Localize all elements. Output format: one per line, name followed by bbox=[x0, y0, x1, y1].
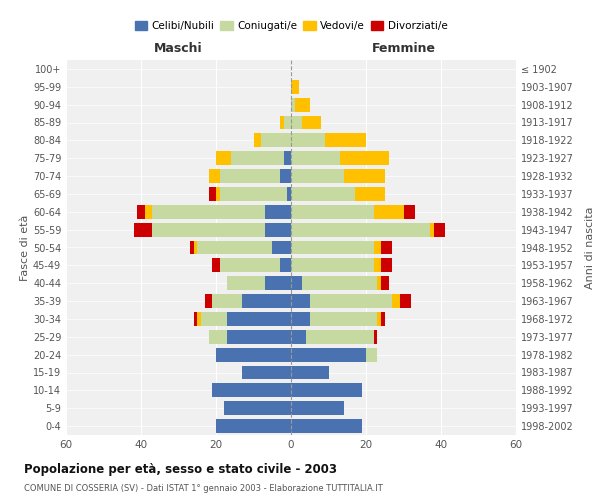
Bar bbox=[212, 258, 220, 272]
Bar bbox=[291, 187, 355, 201]
Bar bbox=[193, 240, 197, 254]
Bar bbox=[291, 258, 373, 272]
Bar bbox=[366, 348, 377, 362]
Bar bbox=[212, 294, 242, 308]
Bar bbox=[227, 312, 291, 326]
Bar bbox=[291, 240, 373, 254]
Bar bbox=[295, 98, 310, 112]
Bar bbox=[272, 240, 291, 254]
Bar bbox=[216, 187, 220, 201]
Bar bbox=[291, 116, 302, 130]
Bar bbox=[291, 80, 299, 94]
Bar bbox=[280, 169, 291, 183]
Bar bbox=[373, 258, 381, 272]
Bar bbox=[280, 258, 291, 272]
Bar bbox=[265, 205, 291, 219]
Legend: Celibi/Nubili, Coniugati/e, Vedovi/e, Divorziati/e: Celibi/Nubili, Coniugati/e, Vedovi/e, Di… bbox=[130, 16, 452, 35]
Text: COMUNE DI COSSERIA (SV) - Dati ISTAT 1° gennaio 2003 - Elaborazione TUTTITALIA.I: COMUNE DI COSSERIA (SV) - Dati ISTAT 1° … bbox=[24, 484, 383, 493]
Bar bbox=[287, 187, 291, 201]
Bar bbox=[152, 222, 265, 236]
Bar bbox=[291, 169, 343, 183]
Bar bbox=[220, 169, 280, 183]
Bar bbox=[291, 312, 310, 326]
Bar bbox=[190, 240, 193, 254]
Bar bbox=[220, 187, 287, 201]
Bar bbox=[306, 330, 373, 344]
Bar bbox=[201, 312, 227, 326]
Bar bbox=[216, 151, 231, 165]
Bar bbox=[291, 98, 295, 112]
Bar bbox=[373, 330, 377, 344]
Bar bbox=[145, 205, 152, 219]
Bar bbox=[404, 205, 415, 219]
Bar bbox=[310, 312, 377, 326]
Bar bbox=[302, 116, 321, 130]
Bar bbox=[373, 205, 404, 219]
Bar bbox=[227, 330, 291, 344]
Bar bbox=[291, 384, 362, 398]
Bar bbox=[373, 240, 381, 254]
Bar bbox=[209, 187, 216, 201]
Bar bbox=[242, 294, 291, 308]
Bar bbox=[265, 222, 291, 236]
Bar bbox=[209, 330, 227, 344]
Bar bbox=[377, 276, 381, 290]
Bar bbox=[433, 222, 445, 236]
Bar bbox=[291, 294, 310, 308]
Bar bbox=[291, 419, 362, 433]
Bar bbox=[381, 276, 389, 290]
Bar bbox=[291, 276, 302, 290]
Bar bbox=[227, 276, 265, 290]
Bar bbox=[325, 134, 366, 147]
Text: Popolazione per età, sesso e stato civile - 2003: Popolazione per età, sesso e stato civil… bbox=[24, 462, 337, 475]
Bar bbox=[220, 258, 280, 272]
Bar bbox=[212, 384, 291, 398]
Bar bbox=[291, 151, 340, 165]
Bar bbox=[430, 222, 433, 236]
Bar bbox=[223, 401, 291, 415]
Bar bbox=[400, 294, 411, 308]
Bar bbox=[381, 240, 392, 254]
Bar bbox=[381, 312, 385, 326]
Y-axis label: Anni di nascita: Anni di nascita bbox=[585, 206, 595, 289]
Bar bbox=[242, 366, 291, 380]
Bar bbox=[216, 348, 291, 362]
Bar bbox=[291, 366, 329, 380]
Bar bbox=[197, 312, 201, 326]
Text: Femmine: Femmine bbox=[371, 42, 436, 54]
Bar bbox=[340, 151, 389, 165]
Bar bbox=[310, 294, 392, 308]
Bar bbox=[280, 116, 284, 130]
Bar bbox=[291, 205, 373, 219]
Bar bbox=[291, 222, 430, 236]
Bar bbox=[343, 169, 385, 183]
Bar bbox=[284, 151, 291, 165]
Bar bbox=[377, 312, 381, 326]
Y-axis label: Fasce di età: Fasce di età bbox=[20, 214, 30, 280]
Bar bbox=[197, 240, 272, 254]
Text: Maschi: Maschi bbox=[154, 42, 203, 54]
Bar bbox=[254, 134, 261, 147]
Bar bbox=[265, 276, 291, 290]
Bar bbox=[261, 134, 291, 147]
Bar bbox=[133, 222, 152, 236]
Bar bbox=[291, 134, 325, 147]
Bar bbox=[291, 330, 306, 344]
Bar bbox=[302, 276, 377, 290]
Bar bbox=[209, 169, 220, 183]
Bar bbox=[152, 205, 265, 219]
Bar bbox=[205, 294, 212, 308]
Bar bbox=[355, 187, 385, 201]
Bar bbox=[291, 348, 366, 362]
Bar bbox=[137, 205, 145, 219]
Bar bbox=[193, 312, 197, 326]
Bar bbox=[284, 116, 291, 130]
Bar bbox=[216, 419, 291, 433]
Bar bbox=[381, 258, 392, 272]
Bar bbox=[291, 401, 343, 415]
Bar bbox=[231, 151, 284, 165]
Bar bbox=[392, 294, 400, 308]
